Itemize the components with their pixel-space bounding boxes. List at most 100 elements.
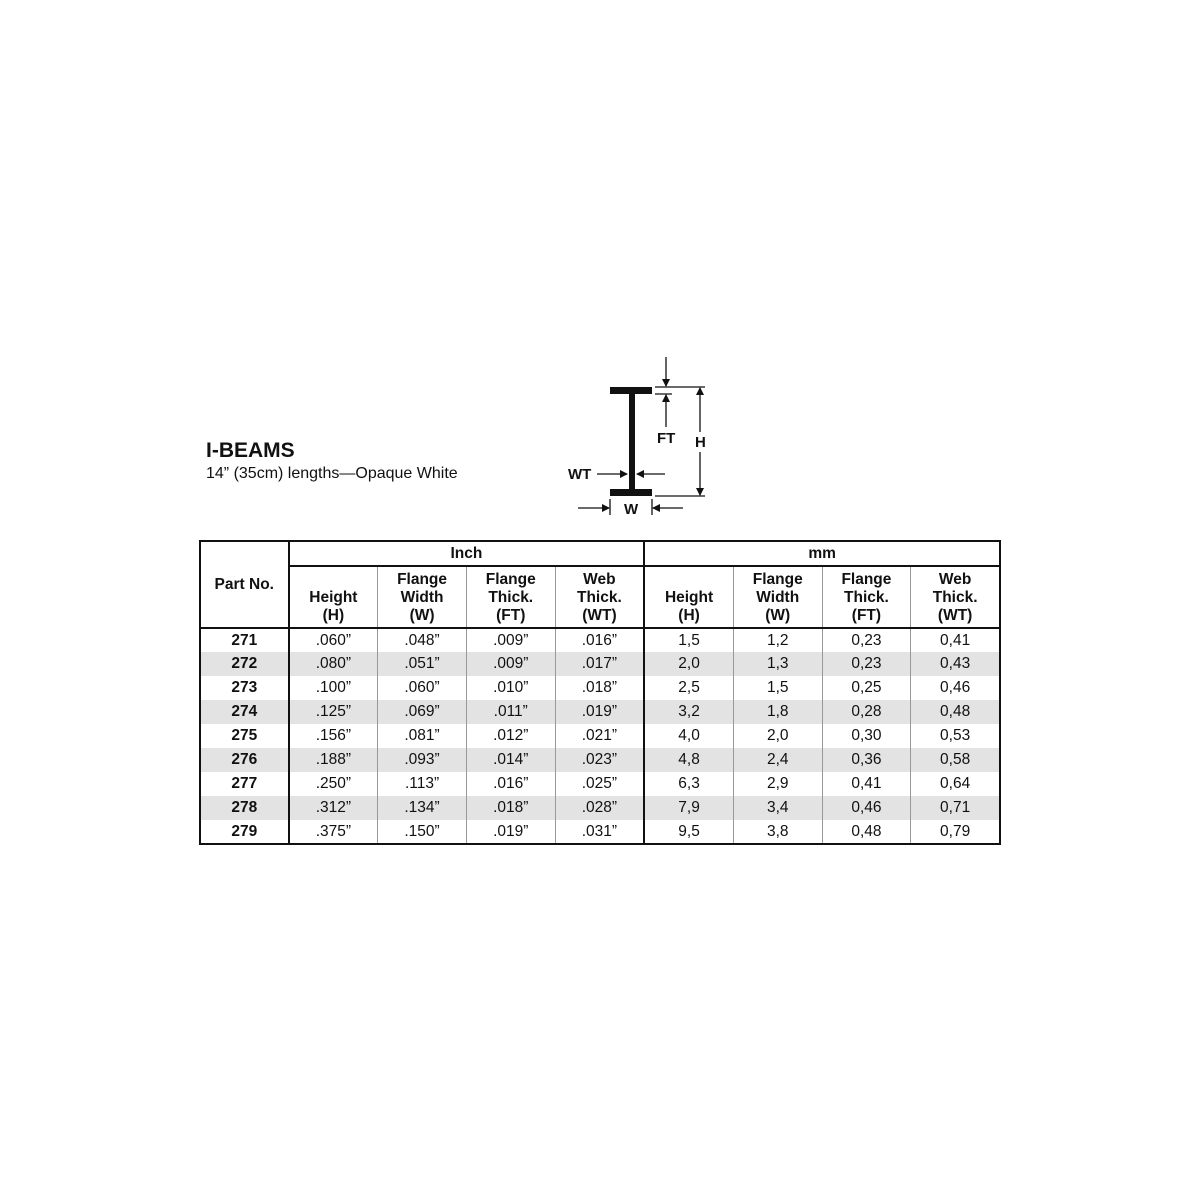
mm-web-thick-cell: 0,79 <box>910 820 1000 844</box>
inch-flange-width-cell: .134” <box>377 796 467 820</box>
mm-flange-thick-cell: 0,36 <box>821 748 911 772</box>
table-row: 276.188” .093” .014” .023” 4,8 2,4 0,36 0,58 <box>199 748 1000 772</box>
i-beam-diagram: FT H WT W <box>568 357 706 518</box>
col-header-mm-flange-thick: Flange Thick. (FT) <box>821 566 911 629</box>
mm-height-cell: 2,0 <box>643 652 734 676</box>
mm-flange-thick-cell: 0,23 <box>821 652 911 676</box>
inch-web-thick-cell: .019” <box>554 700 645 724</box>
inch-flange-width-cell: .051” <box>377 652 467 676</box>
mm-height-cell: 1,5 <box>643 628 734 652</box>
col-header-line: Flange <box>397 571 448 588</box>
inch-flange-thick-cell: .014” <box>465 748 556 772</box>
page-title: I-BEAMS <box>206 439 295 462</box>
mm-web-thick-cell: 0,43 <box>910 652 1000 676</box>
col-header-inch-height: Height (H) <box>288 566 378 629</box>
inch-height-cell: .060” <box>288 628 378 652</box>
inch-flange-thick-cell: .011” <box>465 700 556 724</box>
inch-height-cell: .375” <box>288 820 378 844</box>
inch-flange-width-cell: .069” <box>377 700 467 724</box>
mm-flange-width-cell: 1,8 <box>732 700 823 724</box>
mm-web-thick-cell: 0,58 <box>910 748 1000 772</box>
mm-flange-width-cell: 2,9 <box>732 772 823 796</box>
mm-flange-width-cell: 1,5 <box>732 676 823 700</box>
mm-height-cell: 6,3 <box>643 772 734 796</box>
col-header-mm-flange-width: Flange Width (W) <box>732 566 823 629</box>
col-header-line: (WT) <box>582 607 617 624</box>
i-beam-spec-table: Part No. Inch mm Height (H) Flange Width (W)… <box>199 540 1001 845</box>
mm-flange-thick-cell: 0,41 <box>821 772 911 796</box>
inch-flange-thick-cell: .019” <box>465 820 556 844</box>
col-header-line: Thick. <box>932 589 978 606</box>
col-header-line: (FT) <box>851 607 882 624</box>
part-number-cell: 277 <box>199 772 290 796</box>
table-row: 273.100” .060” .010” .018” 2,5 1,5 0,25 0,46 <box>199 676 1000 700</box>
table-row: 279.375” .150” .019” .031” 9,5 3,8 0,48 0,79 <box>199 820 1000 844</box>
mm-flange-width-cell: 2,4 <box>732 748 823 772</box>
col-header-line: Thick. <box>488 589 534 606</box>
col-header-line: Width <box>756 589 800 606</box>
page-subtitle: 14” (35cm) lengths—Opaque White <box>206 465 458 482</box>
col-header-line: (WT) <box>937 607 973 624</box>
part-number-cell: 271 <box>199 628 290 652</box>
col-header-line: Width <box>400 589 444 606</box>
col-header-line: (H) <box>322 607 345 624</box>
inch-web-thick-cell: .016” <box>554 628 645 652</box>
inch-flange-width-cell: .081” <box>377 724 467 748</box>
table-row: 277.250” .113” .016” .025” 6,3 2,9 0,41 0,64 <box>199 772 1000 796</box>
part-number-cell: 276 <box>199 748 290 772</box>
inch-web-thick-cell: .028” <box>554 796 645 820</box>
col-header-mm-height: Height (H) <box>643 566 734 629</box>
mm-flange-width-cell: 2,0 <box>732 724 823 748</box>
inch-flange-thick-cell: .009” <box>465 628 556 652</box>
part-number-cell: 274 <box>199 700 290 724</box>
mm-height-cell: 9,5 <box>643 820 734 844</box>
col-header-inch-flange-thick: Flange Thick. (FT) <box>465 566 556 629</box>
mm-web-thick-cell: 0,41 <box>910 628 1000 652</box>
ft-label: FT <box>657 430 675 447</box>
mm-web-thick-cell: 0,46 <box>910 676 1000 700</box>
part-number-header: Part No. <box>200 541 290 629</box>
mm-flange-width-cell: 3,4 <box>732 796 823 820</box>
col-header-line: Flange <box>485 571 536 588</box>
inch-height-cell: .188” <box>288 748 378 772</box>
col-header-line: Height <box>664 589 714 606</box>
mm-height-cell: 3,2 <box>643 700 734 724</box>
part-number-cell: 279 <box>199 820 290 844</box>
table-row: 271.060” .048” .009” .016” 1,5 1,2 0,23 0,41 <box>199 628 1000 652</box>
inch-web-thick-cell: .023” <box>554 748 645 772</box>
inch-web-thick-cell: .025” <box>554 772 645 796</box>
col-header-inch-web-thick: Web Thick. (WT) <box>554 566 645 629</box>
inch-flange-width-cell: .150” <box>377 820 467 844</box>
part-number-cell: 275 <box>199 724 290 748</box>
mm-flange-thick-cell: 0,46 <box>821 796 911 820</box>
part-number-cell: 278 <box>199 796 290 820</box>
part-number-cell: 273 <box>199 676 290 700</box>
inch-flange-thick-cell: .018” <box>465 796 556 820</box>
mm-height-cell: 2,5 <box>643 676 734 700</box>
mm-flange-thick-cell: 0,28 <box>821 700 911 724</box>
mm-flange-width-cell: 3,8 <box>732 820 823 844</box>
mm-height-cell: 4,0 <box>643 724 734 748</box>
inch-height-cell: .250” <box>288 772 378 796</box>
mm-web-thick-cell: 0,53 <box>910 724 1000 748</box>
col-header-line: Flange <box>752 571 803 588</box>
inch-flange-width-cell: .048” <box>377 628 467 652</box>
wt-label: WT <box>568 466 591 483</box>
col-header-line: Web <box>938 571 972 588</box>
col-header-line: Thick. <box>577 589 622 606</box>
col-header-line: (FT) <box>496 607 526 624</box>
col-header-line: Flange <box>841 571 892 588</box>
table-row: 274.125” .069” .011” .019” 3,2 1,8 0,28 0,48 <box>199 700 1000 724</box>
col-header-line: Thick. <box>844 589 889 606</box>
inch-web-thick-cell: .017” <box>554 652 645 676</box>
mm-flange-thick-cell: 0,30 <box>821 724 911 748</box>
table-row: 275.156” .081” .012” .021” 4,0 2,0 0,30 0,53 <box>199 724 1000 748</box>
mm-web-thick-cell: 0,48 <box>910 700 1000 724</box>
inch-web-thick-cell: .018” <box>554 676 645 700</box>
mm-height-cell: 7,9 <box>643 796 734 820</box>
inch-flange-thick-cell: .016” <box>465 772 556 796</box>
mm-flange-width-cell: 1,2 <box>732 628 823 652</box>
mm-flange-thick-cell: 0,25 <box>821 676 911 700</box>
inch-flange-width-cell: .093” <box>377 748 467 772</box>
col-header-line: Web <box>583 571 616 588</box>
